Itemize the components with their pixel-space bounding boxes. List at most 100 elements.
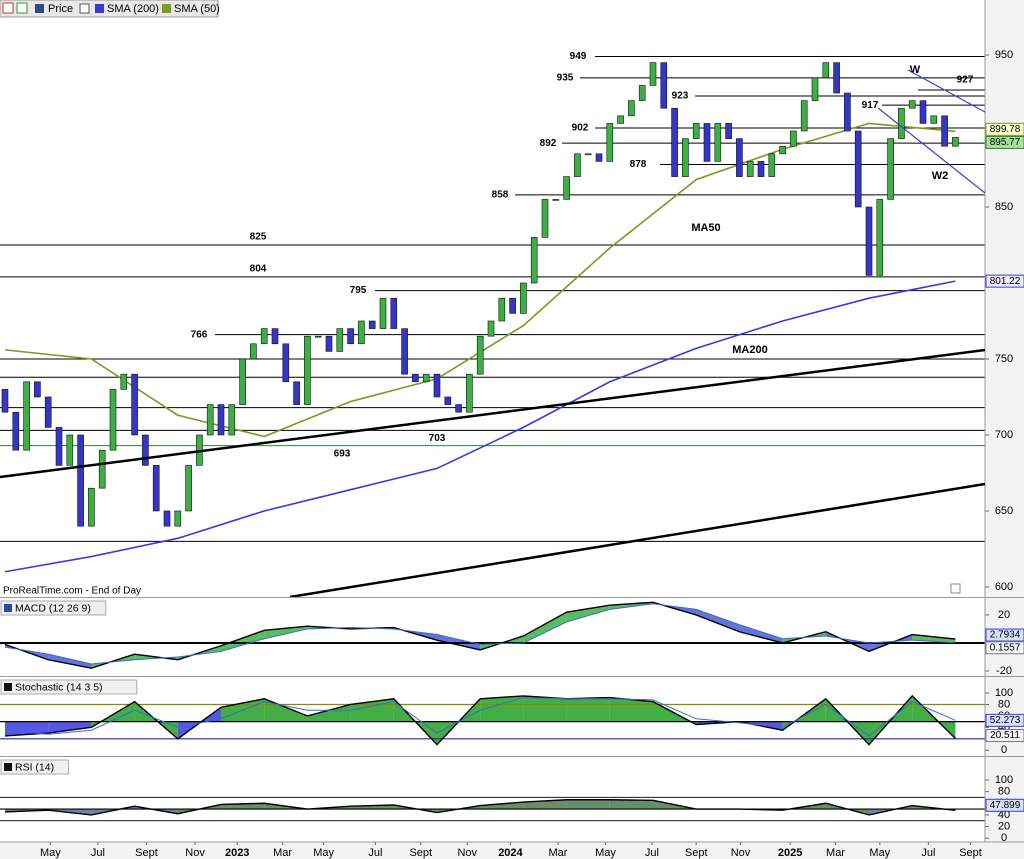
candle: [444, 396, 452, 405]
candle: [833, 62, 840, 94]
value-label: 899.78: [990, 124, 1021, 135]
panel-title: Stochastic (14 3 5): [15, 681, 103, 693]
candle: [692, 123, 700, 139]
candle: [260, 328, 268, 345]
value-label: 52.273: [990, 715, 1021, 726]
source-note: ProRealTime.com - End of Day: [3, 586, 141, 597]
candle: [120, 373, 128, 390]
icon[interactable]: [79, 3, 90, 14]
candle: [811, 77, 819, 101]
y-tick-label: 100: [995, 687, 1013, 699]
candle: [844, 92, 851, 132]
candle: [919, 100, 927, 124]
value-box: [985, 729, 1024, 743]
trendline: [0, 348, 985, 479]
x-tick-label: Sept: [135, 847, 158, 859]
bottom-axis-area: [0, 842, 1024, 859]
y-tick-label: 600: [995, 581, 1013, 593]
indicator-plot: [0, 694, 985, 746]
x-tick-label: Jul: [91, 847, 105, 859]
candle: [682, 138, 689, 177]
fill-area: [523, 612, 567, 643]
value-label: 2.7934: [990, 630, 1021, 641]
candle: [725, 123, 732, 139]
level-label: 878: [630, 159, 647, 170]
panel-icon: [4, 683, 12, 691]
candle: [401, 328, 408, 375]
x-tick-label: Nov: [731, 847, 751, 859]
fill-area: [566, 605, 610, 622]
fill-area: [566, 799, 610, 810]
value-box: [985, 122, 1024, 136]
panel-title-box: [0, 679, 138, 695]
fill-area: [609, 697, 653, 722]
fill-area: [480, 802, 524, 810]
annotation: W: [910, 64, 921, 76]
fill-area: [91, 806, 135, 815]
candle: [541, 199, 549, 238]
fill-area: [566, 697, 610, 722]
candle: [282, 343, 290, 383]
legend-swatch: [35, 4, 44, 13]
candle: [131, 373, 138, 436]
info-icon[interactable]: [950, 583, 961, 594]
candle: [314, 335, 322, 338]
candle: [336, 328, 344, 352]
main-plot: 949 935 927 923 917 902 892 878 858 825 804 795 766 7…: [0, 51, 985, 573]
y-tick-label: 750: [995, 353, 1013, 365]
trendline: [289, 482, 985, 597]
indicator-plot: [0, 601, 985, 669]
panel-title: RSI (14): [15, 761, 54, 773]
candle: [12, 411, 20, 451]
level-label: 935: [557, 72, 574, 83]
candle: [163, 510, 171, 527]
candle: [563, 176, 570, 200]
panel-title: MACD (12 26 9): [15, 602, 91, 614]
icon[interactable]: [16, 2, 28, 14]
candle: [779, 145, 786, 155]
value-box: [985, 135, 1024, 149]
candle: [790, 130, 797, 147]
value-box: [985, 274, 1024, 288]
value-box: [985, 798, 1024, 812]
channel-line: [877, 107, 985, 194]
annotation: MA50: [691, 222, 720, 234]
icon[interactable]: [2, 2, 14, 14]
x-tick-label: Jul: [921, 847, 935, 859]
candle: [250, 343, 257, 360]
candle: [98, 449, 106, 489]
candle: [736, 138, 743, 177]
candle: [822, 62, 830, 79]
value-label: 20.511: [990, 730, 1020, 741]
trendlines: [0, 69, 985, 597]
candle: [476, 335, 484, 375]
panel-title-box: [0, 600, 107, 616]
candle: [703, 123, 711, 162]
candle: [941, 115, 948, 147]
candle: [574, 153, 581, 177]
candle: [1, 389, 9, 413]
y-tick-label: 0: [1001, 744, 1007, 756]
indicator-line: [4, 603, 956, 665]
candle: [88, 487, 95, 527]
candle: [109, 389, 117, 451]
y-tick-label: 0: [1001, 832, 1007, 844]
level-label: 892: [540, 138, 557, 149]
legend-label: SMA (200): [107, 3, 159, 15]
x-tick-label: Mar: [273, 847, 292, 859]
candle: [952, 137, 959, 147]
candle: [142, 434, 149, 466]
candle: [660, 62, 668, 109]
level-label: 703: [429, 433, 446, 444]
candle: [358, 320, 365, 345]
y-tick-label: 80: [998, 786, 1010, 798]
candle: [304, 335, 311, 405]
candle: [455, 404, 462, 413]
candle: [412, 373, 419, 383]
overlay: Price SMA (200) SMA (50) ProRealTime.com…: [0, 0, 961, 597]
candle: [293, 381, 300, 405]
candle: [347, 328, 354, 345]
candle: [606, 123, 614, 162]
candle: [530, 237, 538, 284]
